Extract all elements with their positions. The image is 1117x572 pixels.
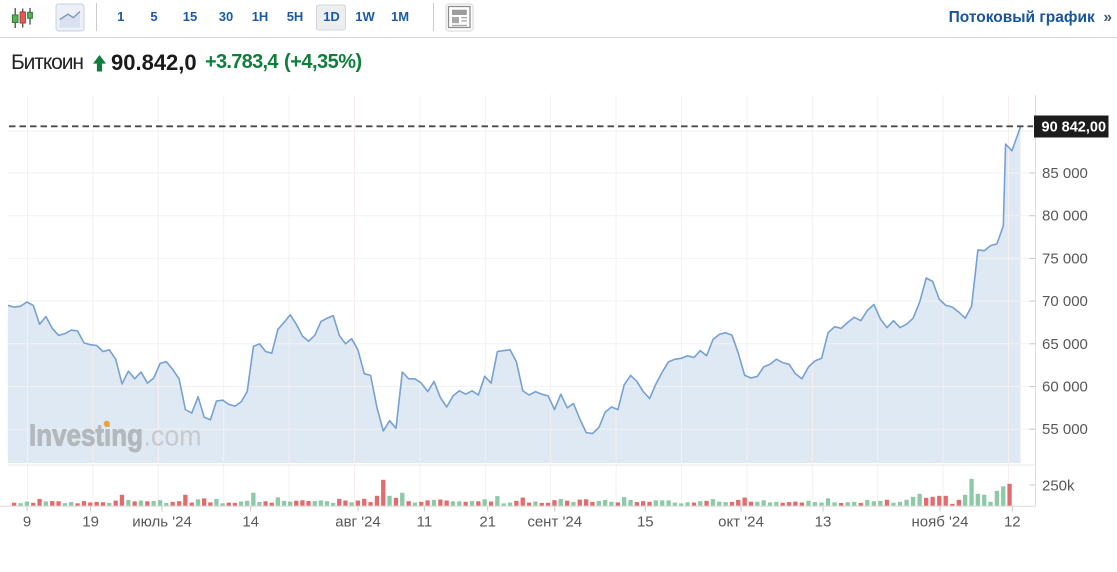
svg-text:окт '24: окт '24: [718, 514, 764, 531]
svg-text:60 000: 60 000: [1042, 379, 1088, 396]
svg-text:85 000: 85 000: [1042, 165, 1088, 182]
svg-text:нояб '24: нояб '24: [911, 514, 968, 531]
svg-text:70 000: 70 000: [1042, 293, 1088, 310]
svg-text:июль '24: июль '24: [132, 514, 192, 531]
svg-text:9: 9: [23, 514, 31, 531]
svg-text:75 000: 75 000: [1042, 250, 1088, 267]
svg-text:14: 14: [242, 514, 259, 531]
svg-text:15: 15: [637, 514, 654, 531]
svg-text:80 000: 80 000: [1042, 208, 1088, 225]
svg-text:90 842,00: 90 842,00: [1042, 120, 1107, 136]
svg-text:65 000: 65 000: [1042, 336, 1088, 353]
svg-text:55 000: 55 000: [1042, 421, 1088, 438]
svg-text:13: 13: [815, 514, 832, 531]
svg-text:12: 12: [1004, 514, 1021, 531]
svg-text:11: 11: [417, 514, 433, 531]
svg-text:авг '24: авг '24: [335, 514, 381, 531]
svg-text:19: 19: [82, 514, 99, 531]
svg-text:сент '24: сент '24: [527, 514, 582, 531]
svg-text:250k: 250k: [1042, 478, 1075, 495]
svg-text:.com: .com: [144, 421, 202, 453]
svg-text:21: 21: [479, 514, 496, 531]
svg-text:Investing: Investing: [29, 418, 143, 453]
